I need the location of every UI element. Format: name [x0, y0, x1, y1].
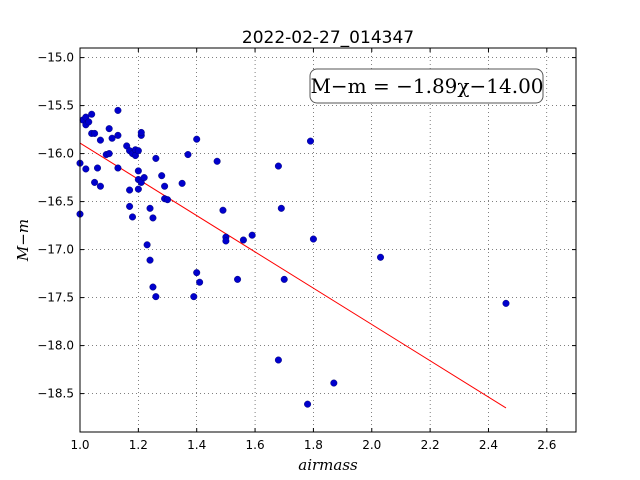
grid: [79, 48, 576, 432]
data-point: [143, 241, 151, 249]
data-points: [76, 106, 510, 408]
y-tick-label: −17.5: [37, 291, 74, 305]
x-tick-label: 1.2: [129, 438, 148, 452]
plot-area: [80, 48, 576, 432]
x-tick-label: 2.4: [479, 438, 498, 452]
chart-title: 2022-02-27_014347: [242, 28, 414, 48]
data-point: [126, 186, 134, 194]
x-tick-label: 2.6: [537, 438, 556, 452]
data-point: [88, 110, 96, 118]
data-point: [85, 118, 93, 126]
data-point: [105, 150, 113, 158]
x-tick-label: 1.6: [246, 438, 265, 452]
data-point: [164, 196, 172, 204]
data-point: [114, 164, 122, 172]
data-point: [184, 151, 192, 159]
data-point: [82, 165, 90, 173]
y-tick-label: −18.5: [37, 387, 74, 401]
data-point: [91, 129, 99, 137]
data-point: [277, 204, 285, 212]
data-point: [146, 204, 154, 212]
data-point: [105, 125, 113, 133]
x-axis-label: airmass: [298, 456, 358, 474]
data-point: [96, 136, 104, 144]
plot-frame: [79, 47, 577, 433]
data-point: [152, 293, 160, 301]
data-point: [239, 236, 247, 244]
y-axis-label: M−m: [14, 219, 32, 262]
data-point: [222, 237, 230, 245]
data-point: [234, 275, 242, 283]
data-point: [149, 283, 157, 291]
data-point: [108, 134, 116, 142]
data-point: [134, 167, 142, 175]
data-point: [213, 157, 221, 165]
data-point: [161, 182, 169, 190]
x-tick-label: 2.2: [421, 438, 440, 452]
fit-equation: M−m = −1.89χ−14.00: [310, 74, 543, 98]
y-tick-label: −16.0: [37, 147, 74, 161]
data-point: [304, 400, 312, 408]
data-point: [140, 174, 148, 182]
data-point: [137, 128, 145, 136]
data-point: [274, 356, 282, 364]
x-tick-label: 1.8: [304, 438, 323, 452]
data-point: [146, 256, 154, 264]
annotation-box: [309, 68, 544, 104]
data-point: [96, 182, 104, 190]
data-point: [248, 231, 256, 239]
fit-line-group: [79, 142, 507, 409]
data-point: [190, 293, 198, 301]
x-tick-label: 1.4: [187, 438, 206, 452]
data-point: [158, 172, 166, 180]
axis-ticks: 1.0 1.2 1.4 1.6 1.8 2.0 2.2 2.4 2.6 −15.0 −15.5 −16…: [37, 48, 576, 452]
data-point: [219, 206, 227, 214]
x-tick-label: 2.0: [362, 438, 381, 452]
fit-line: [79, 142, 507, 409]
data-point: [193, 135, 201, 143]
data-point: [377, 253, 385, 261]
y-tick-label: −17.0: [37, 243, 74, 257]
data-point: [193, 269, 201, 277]
y-tick-label: −15.0: [37, 51, 74, 65]
data-point: [280, 275, 288, 283]
data-point: [129, 213, 137, 221]
fit-annotation: M−m = −1.89χ−14.00: [309, 68, 544, 104]
data-point: [306, 137, 314, 145]
y-tick-label: −18.0: [37, 339, 74, 353]
data-point: [91, 178, 99, 186]
data-point: [309, 235, 317, 243]
data-point: [149, 214, 157, 222]
data-point: [274, 162, 282, 170]
x-tick-label: 1.0: [70, 438, 89, 452]
data-point: [126, 202, 134, 210]
data-point: [196, 278, 204, 286]
data-point: [114, 131, 122, 139]
data-point: [330, 379, 338, 387]
data-point: [134, 185, 142, 193]
y-tick-label: −15.5: [37, 99, 74, 113]
data-point: [94, 164, 102, 172]
data-point: [152, 154, 160, 162]
data-point: [502, 299, 510, 307]
data-point: [134, 147, 142, 155]
data-point: [178, 179, 186, 187]
data-point: [114, 106, 122, 114]
y-tick-label: −16.5: [37, 195, 74, 209]
